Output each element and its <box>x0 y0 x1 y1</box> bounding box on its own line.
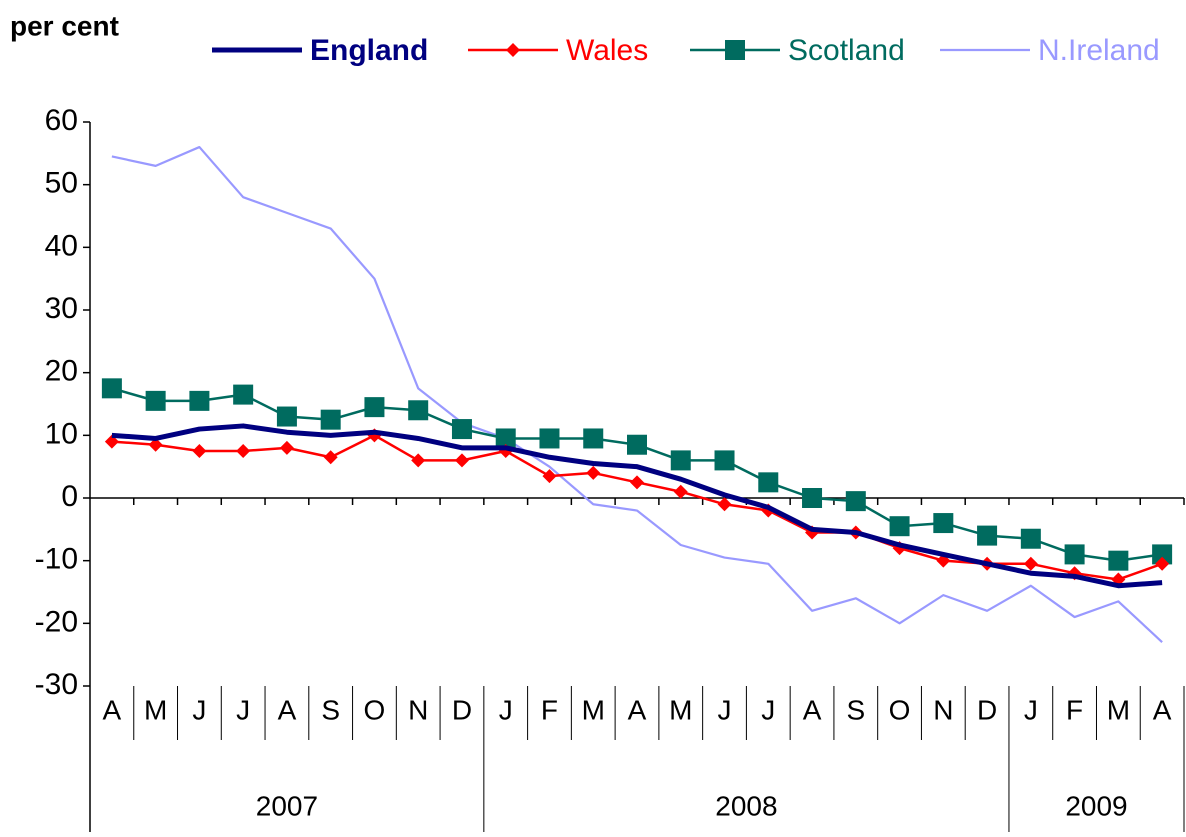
y-tick-label: 40 <box>45 229 78 262</box>
marker <box>279 440 294 455</box>
marker <box>411 453 426 468</box>
x-tick-label: F <box>1066 694 1083 725</box>
y-tick-label: 20 <box>45 355 78 388</box>
marker <box>233 384 254 405</box>
line <box>111 387 1163 562</box>
marker <box>408 400 429 421</box>
marker <box>802 488 823 508</box>
x-tick-label: M <box>144 694 167 725</box>
y-tick-label: 0 <box>61 480 78 513</box>
line <box>111 145 1163 643</box>
marker <box>1064 544 1085 565</box>
y-tick-label: -30 <box>35 668 78 701</box>
x-tick-label: S <box>321 694 340 725</box>
y-tick-label: 60 <box>45 104 78 137</box>
marker <box>323 450 338 465</box>
x-tick-label: J <box>236 694 250 725</box>
marker <box>495 428 516 449</box>
x-tick-label: A <box>103 694 122 725</box>
legend-label: N.Ireland <box>1038 34 1160 67</box>
x-tick-label: J <box>192 694 206 725</box>
y-tick-label: -10 <box>35 543 78 576</box>
x-group-label: 2008 <box>715 790 777 821</box>
x-tick-label: M <box>582 694 605 725</box>
x-tick-label: F <box>541 694 558 725</box>
marker <box>725 40 745 60</box>
y-axis-label: per cent <box>10 10 119 41</box>
y-tick-label: 30 <box>45 292 78 325</box>
x-tick-label: O <box>889 694 911 725</box>
marker <box>670 450 691 471</box>
y-tick-label: 50 <box>45 167 78 200</box>
marker <box>451 419 472 440</box>
legend-label: Scotland <box>788 34 905 67</box>
x-group-label: 2009 <box>1065 790 1127 821</box>
marker <box>889 516 910 537</box>
marker <box>1155 556 1170 571</box>
x-tick-label: J <box>1024 694 1038 725</box>
x-tick-label: O <box>364 694 386 725</box>
marker <box>758 472 779 493</box>
marker <box>192 444 207 458</box>
x-tick-label: S <box>846 694 865 725</box>
x-tick-label: A <box>1153 694 1172 725</box>
marker <box>276 406 297 427</box>
x-tick-label: J <box>761 694 775 725</box>
marker <box>539 428 560 449</box>
x-tick-label: J <box>718 694 732 725</box>
marker <box>236 444 251 458</box>
marker <box>1020 528 1041 549</box>
marker <box>673 484 688 499</box>
x-tick-label: D <box>977 694 997 725</box>
marker <box>145 390 166 411</box>
line <box>111 434 1163 581</box>
marker <box>933 513 954 534</box>
marker <box>845 491 866 512</box>
x-tick-label: M <box>669 694 692 725</box>
x-tick-label: M <box>1107 694 1130 725</box>
marker <box>364 397 385 418</box>
x-tick-label: A <box>278 694 297 725</box>
x-group-label: 2007 <box>256 790 318 821</box>
x-tick-label: N <box>408 694 428 725</box>
x-tick-label: D <box>452 694 472 725</box>
marker <box>627 434 647 455</box>
x-tick-label: A <box>628 694 647 725</box>
x-tick-label: N <box>933 694 953 725</box>
line <box>111 423 1163 589</box>
y-tick-label: 10 <box>45 417 78 450</box>
marker <box>630 475 644 490</box>
marker <box>101 378 122 399</box>
marker <box>583 428 604 449</box>
x-tick-label: J <box>499 694 513 725</box>
marker <box>1152 544 1173 565</box>
marker <box>454 453 469 468</box>
marker <box>320 409 341 430</box>
marker <box>977 525 998 546</box>
marker <box>506 43 520 57</box>
marker <box>542 469 557 484</box>
legend-label: Wales <box>566 34 648 67</box>
y-tick-label: -20 <box>35 605 78 638</box>
marker <box>189 390 210 411</box>
marker <box>714 450 735 471</box>
marker <box>1023 556 1038 571</box>
marker <box>586 465 601 480</box>
legend-label: England <box>310 34 428 67</box>
marker <box>1108 550 1129 571</box>
marker <box>148 437 163 452</box>
x-tick-label: A <box>803 694 822 725</box>
marker <box>104 434 119 449</box>
marker <box>717 497 732 512</box>
